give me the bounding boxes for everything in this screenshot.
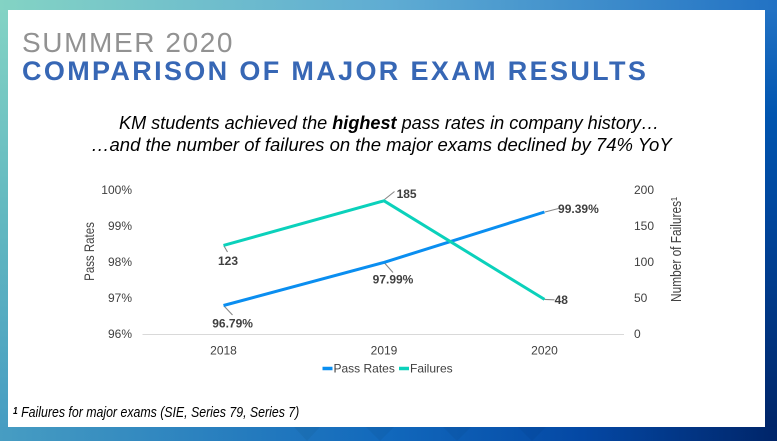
- svg-text:200: 200: [634, 183, 654, 197]
- svg-text:150: 150: [634, 219, 654, 233]
- svg-text:99.39%: 99.39%: [558, 202, 599, 216]
- svg-text:96%: 96%: [108, 327, 132, 341]
- svg-text:99%: 99%: [108, 219, 132, 233]
- svg-text:97%: 97%: [108, 291, 132, 305]
- svg-text:Pass Rates: Pass Rates: [81, 222, 97, 281]
- svg-text:96.79%: 96.79%: [212, 316, 253, 330]
- svg-text:50: 50: [634, 291, 648, 305]
- svg-text:48: 48: [555, 293, 569, 307]
- svg-text:Pass Rates: Pass Rates: [334, 362, 395, 376]
- svg-text:97.99%: 97.99%: [373, 273, 414, 287]
- svg-text:Failures: Failures: [410, 362, 453, 376]
- svg-text:185: 185: [397, 187, 417, 201]
- svg-text:2020: 2020: [531, 344, 558, 358]
- svg-text:100%: 100%: [101, 183, 132, 197]
- svg-text:123: 123: [218, 254, 238, 268]
- svg-text:2019: 2019: [371, 344, 398, 358]
- svg-text:2018: 2018: [210, 344, 237, 358]
- svg-text:100: 100: [634, 255, 654, 269]
- svg-text:98%: 98%: [108, 255, 132, 269]
- svg-text:0: 0: [634, 327, 641, 341]
- svg-text:Number of Failures¹: Number of Failures¹: [668, 196, 684, 302]
